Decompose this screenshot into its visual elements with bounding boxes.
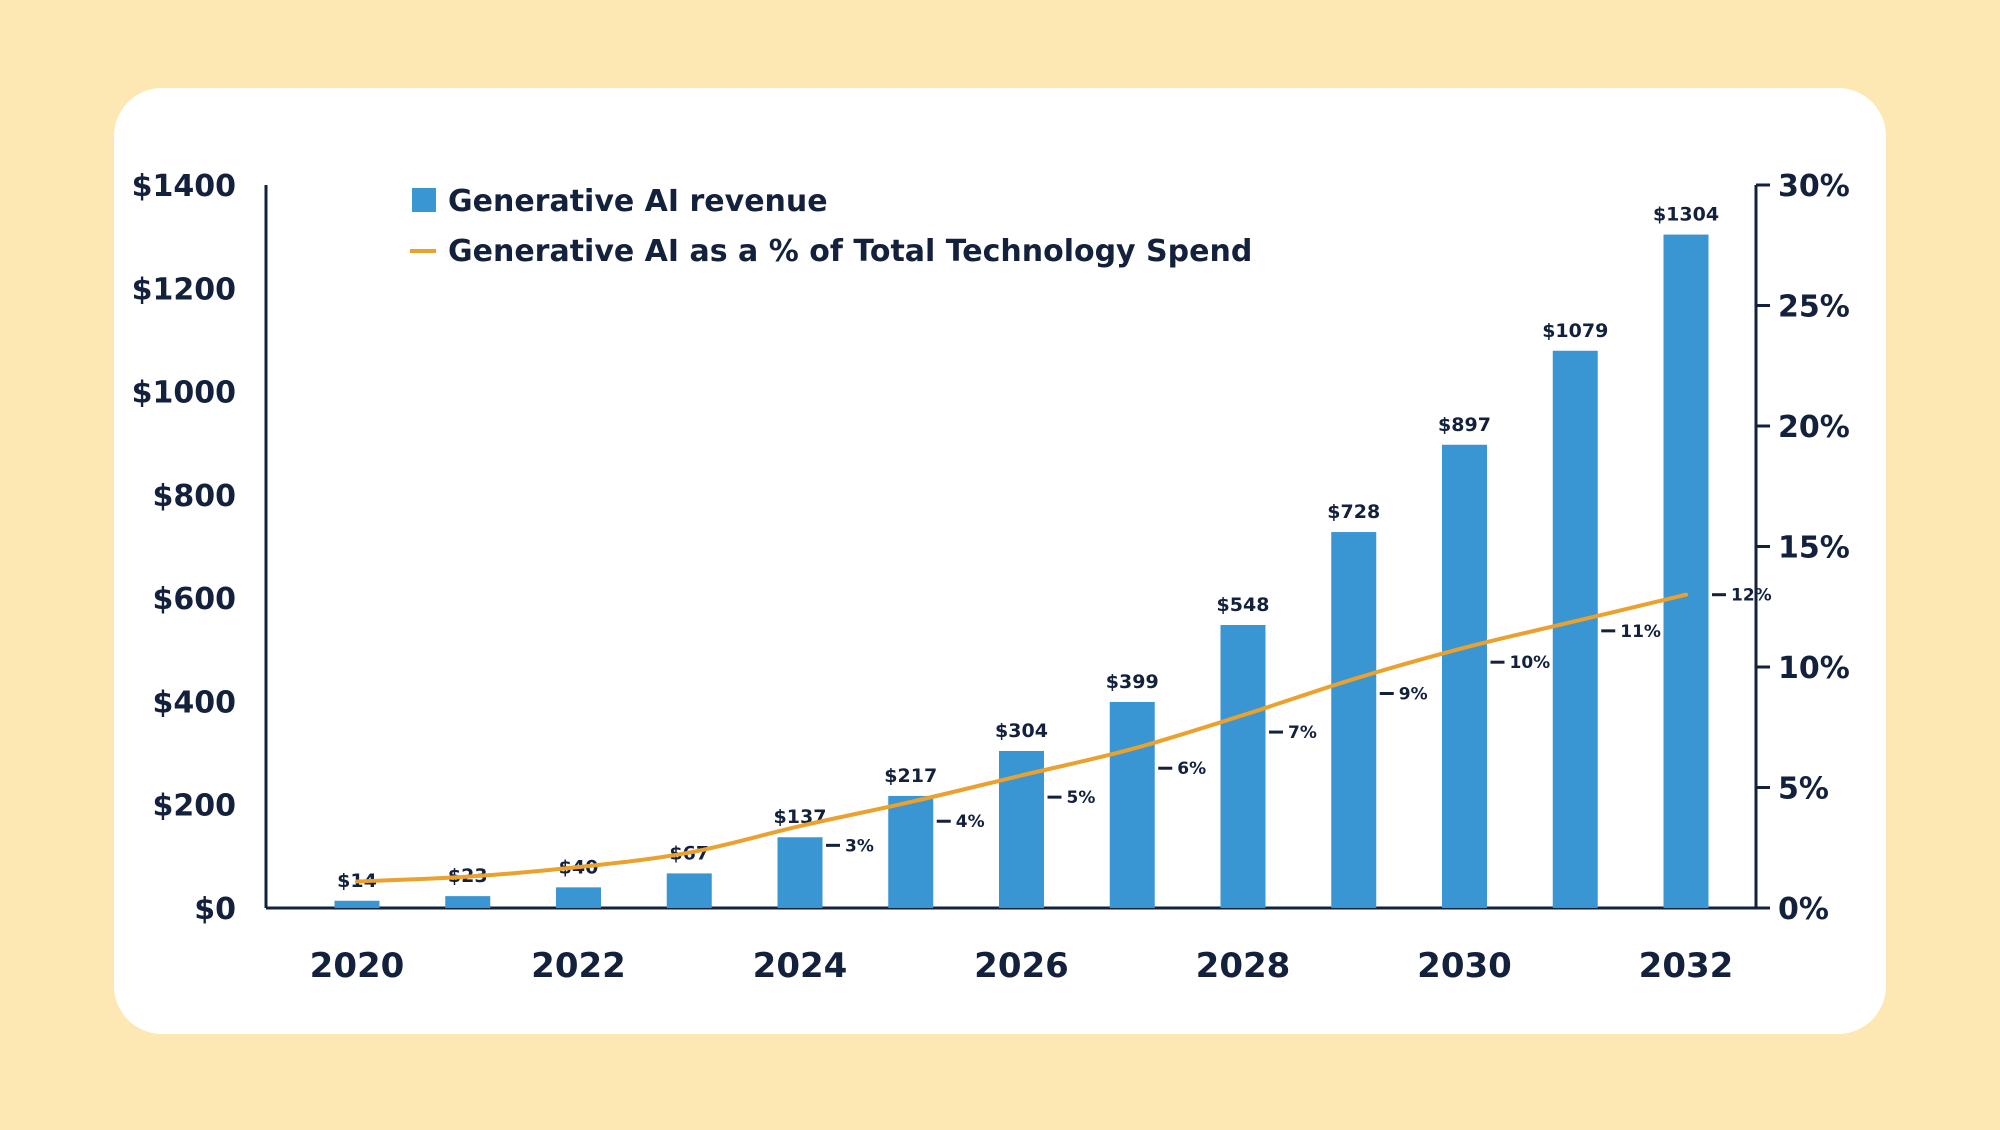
percent-data-label: 9% (1399, 685, 1428, 705)
revenue-bar (1331, 532, 1377, 908)
percent-data-label: 4% (956, 812, 985, 832)
legend: Generative AI revenue Generative AI as a… (410, 184, 1252, 269)
x-tick-label: 2022 (531, 946, 626, 986)
revenue-bar (1442, 444, 1487, 908)
percent-data-label: 10% (1510, 653, 1551, 673)
y-right-tick-label: 5% (1778, 772, 1829, 807)
x-tick-label: 2024 (753, 946, 848, 986)
revenue-bar (445, 896, 491, 908)
percent-line-layer (355, 592, 1688, 884)
revenue-bar (777, 837, 823, 908)
legend-bar-label: Generative AI revenue (448, 184, 828, 219)
legend-line-label: Generative AI as a % of Total Technology… (448, 234, 1252, 269)
x-tick-label: 2028 (1196, 946, 1291, 986)
revenue-data-label: $1304 (1653, 204, 1719, 226)
percent-data-label: 12% (1731, 586, 1772, 606)
revenue-bar (556, 887, 601, 908)
y-right-tick-label: 30% (1778, 169, 1850, 204)
percent-data-label: 7% (1288, 723, 1317, 743)
y-right-tick-label: 15% (1778, 531, 1850, 566)
axes: $0 $200 $400 $600 $800 $1000 $1200 $1400 0% 5% 10%… (132, 169, 1850, 986)
y-left-tick-label: $1400 (132, 169, 236, 204)
percent-data-label: 3% (845, 836, 874, 856)
revenue-data-label: $548 (1217, 594, 1270, 616)
percent-data-label: 5% (1067, 788, 1096, 808)
revenue-bars (334, 234, 1709, 908)
y-right-tick-label: 10% (1778, 651, 1850, 686)
x-tick-label: 2026 (974, 946, 1069, 986)
x-tick-label: 2020 (310, 946, 405, 986)
y-left-tick-label: $400 (153, 685, 237, 720)
revenue-bar (1552, 350, 1598, 908)
revenue-bar (888, 795, 934, 908)
revenue-bar (1109, 701, 1155, 908)
revenue-bar (1663, 234, 1709, 908)
y-right-tick-label: 0% (1778, 892, 1829, 927)
percent-data-label: 11% (1620, 622, 1661, 642)
y-left-tick-label: $200 (153, 789, 237, 824)
y-right-tick-label: 20% (1778, 410, 1850, 445)
y-left-tick-label: $800 (153, 479, 237, 514)
percent-data-labels: 3% 4% 5% 6% 7% 9% 10% 11% 12% (826, 586, 1772, 856)
y-right-tick-label: 25% (1778, 290, 1850, 325)
revenue-data-labels: $14 $23 $40$67$137$217$304$399$548$728$897… (337, 204, 1719, 892)
percent-series-line (355, 592, 1688, 884)
revenue-data-label: $897 (1438, 414, 1491, 436)
revenue-bar (334, 900, 380, 908)
revenue-bar (666, 873, 712, 908)
x-tick-label: 2032 (1639, 946, 1734, 986)
y-left-tick-label: $0 (194, 892, 236, 927)
revenue-data-label: $304 (995, 720, 1048, 742)
percent-data-label: 6% (1177, 759, 1206, 779)
revenue-data-label: $728 (1327, 501, 1380, 523)
revenue-data-label: $217 (884, 765, 937, 787)
y-left-tick-label: $600 (153, 582, 237, 617)
y-left-tick-label: $1200 (132, 272, 236, 307)
x-tick-label: 2030 (1417, 946, 1512, 986)
revenue-data-label: $399 (1106, 671, 1159, 693)
revenue-bar (1220, 624, 1266, 908)
revenue-data-label: $1079 (1542, 320, 1608, 342)
y-left-tick-label: $1000 (132, 376, 236, 411)
legend-bar-swatch (412, 188, 436, 212)
